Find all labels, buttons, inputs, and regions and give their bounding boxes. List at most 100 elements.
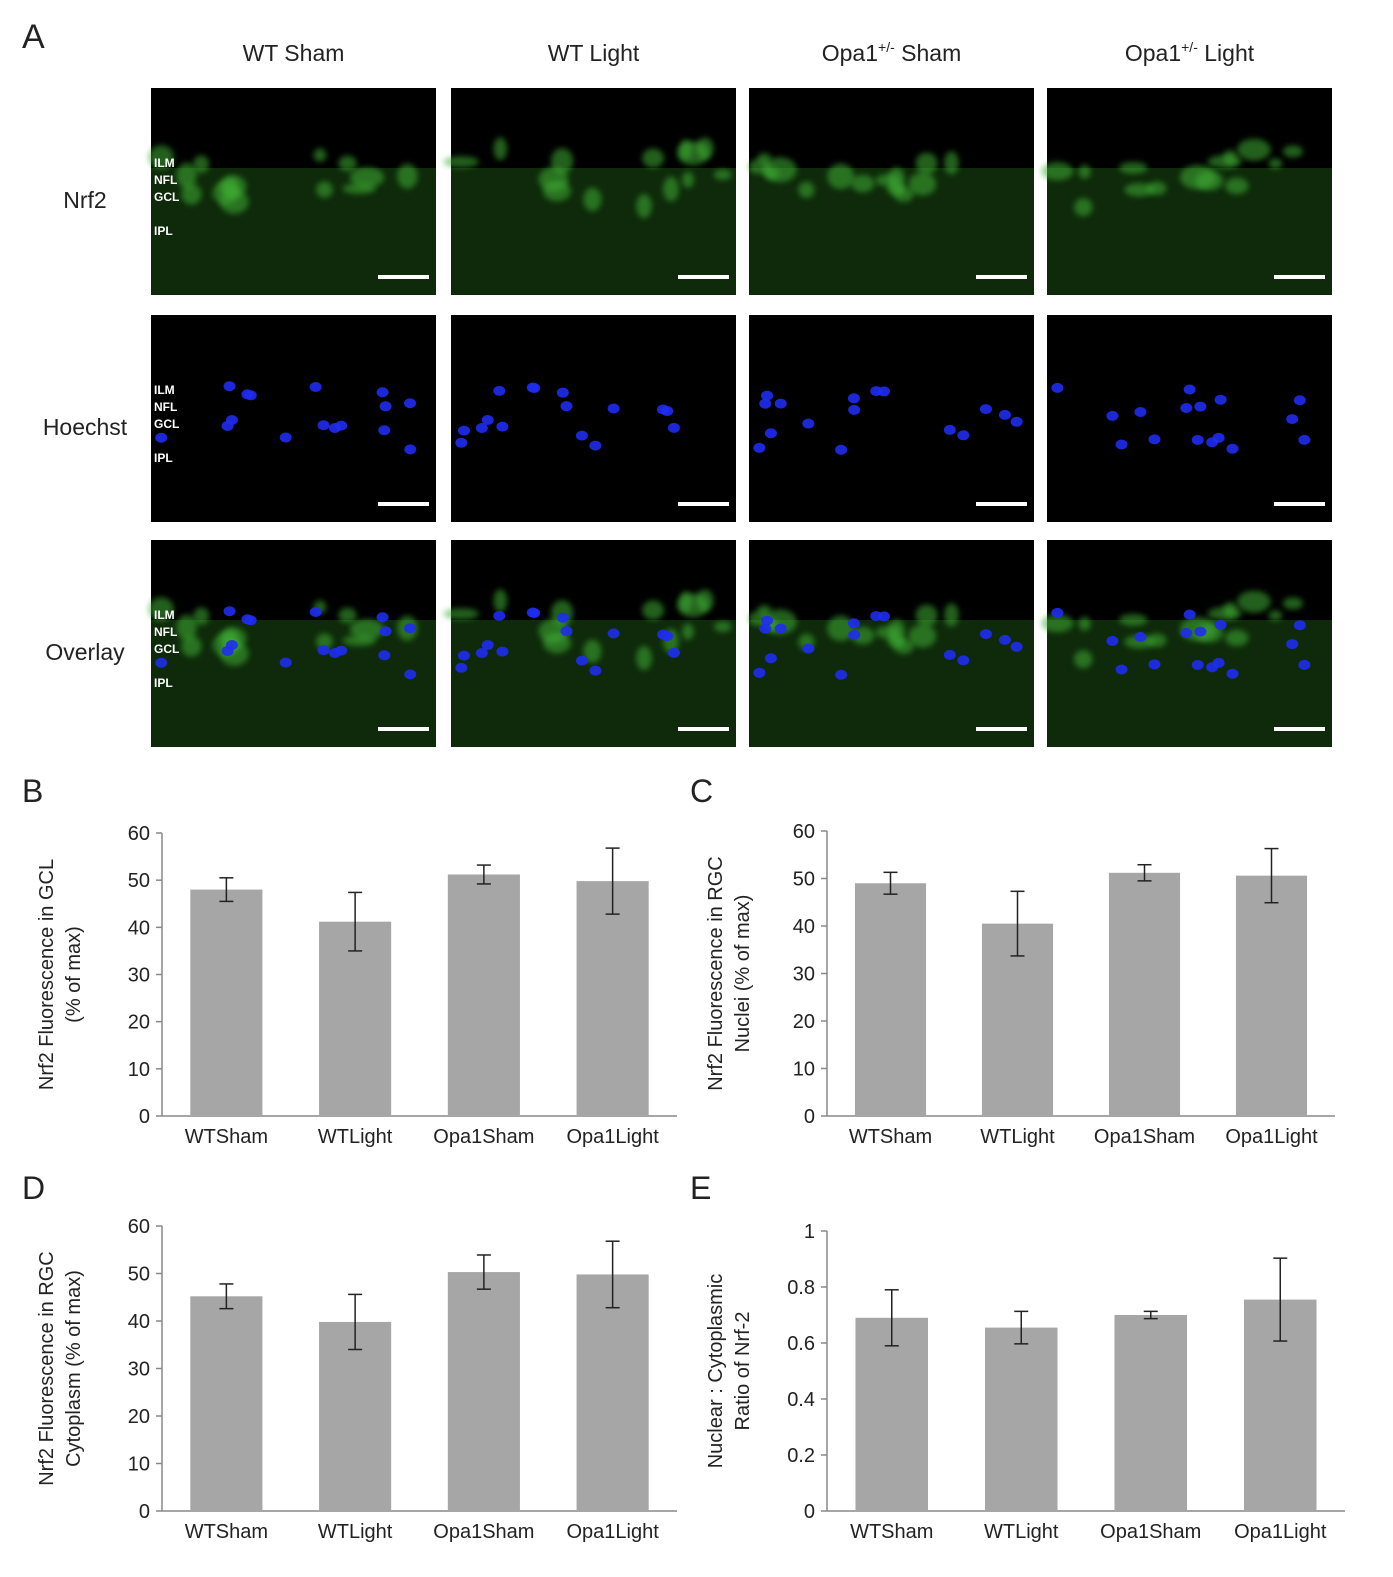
x-tick-label: Opa1Sham — [1094, 1126, 1195, 1148]
layer-label: IPL — [154, 224, 173, 238]
column-title: WT Sham — [243, 40, 345, 66]
nucleus — [943, 649, 956, 660]
nucleus — [589, 440, 602, 451]
nucleus — [455, 437, 468, 448]
error-bar — [1143, 1310, 1158, 1320]
y-tick-label: 0.2 — [787, 1445, 815, 1467]
nrf2-signal — [193, 607, 210, 625]
nucleus — [379, 401, 392, 412]
nrf2-signal — [538, 619, 569, 644]
nucleus — [1191, 434, 1204, 445]
x-tick-label: Opa1Sham — [1100, 1521, 1201, 1543]
micrograph — [1041, 88, 1332, 295]
nucleus — [223, 606, 236, 617]
y-tick-label: 50 — [128, 1264, 150, 1286]
nucleus — [1115, 664, 1128, 675]
micrograph — [748, 540, 1034, 747]
nucleus — [279, 432, 292, 443]
nucleus — [764, 653, 777, 664]
nrf2-signal — [1207, 607, 1242, 621]
nrf2-signal — [349, 619, 385, 640]
tissue-glow — [1047, 620, 1332, 747]
error-bar — [1010, 890, 1025, 957]
nucleus — [1180, 403, 1193, 414]
nrf2-signal — [1078, 616, 1091, 631]
bar — [190, 1296, 263, 1511]
nucleus — [309, 607, 322, 618]
nrf2-signal — [1225, 177, 1249, 195]
error-bar — [883, 871, 898, 895]
micrograph: ILM NFL GCL IPL — [151, 315, 436, 522]
column-title: Opa1+/- Sham — [822, 39, 961, 66]
tissue-glow — [1047, 168, 1332, 295]
nrf2-signal — [713, 621, 732, 633]
nucleus — [1106, 410, 1119, 421]
nucleus — [774, 623, 787, 634]
x-tick-label: Opa1Light — [566, 1521, 659, 1543]
x-tick-label: WTSham — [185, 1521, 268, 1543]
y-tick-label: 60 — [793, 821, 815, 843]
nucleus — [493, 385, 506, 396]
nrf2-signal — [176, 614, 197, 641]
nucleus — [835, 444, 848, 455]
y-axis-label: Cytoplasm (% of max) — [63, 1270, 85, 1467]
nucleus — [1134, 406, 1147, 417]
y-tick-label: 30 — [128, 965, 150, 987]
error-bar — [476, 1254, 491, 1290]
row-label: Overlay — [45, 639, 125, 665]
nucleus — [1183, 609, 1196, 620]
nucleus — [1226, 668, 1239, 679]
layer-label: ILM — [154, 383, 175, 397]
nrf2-signal — [316, 633, 333, 650]
nucleus — [1226, 443, 1239, 454]
nucleus — [378, 425, 391, 436]
y-axis-label: Ratio of Nrf-2 — [732, 1312, 754, 1431]
y-tick-label: 0.4 — [787, 1389, 815, 1411]
nucleus — [1214, 394, 1227, 405]
error-bar — [348, 891, 363, 952]
nrf2-signal — [944, 603, 959, 627]
panel-letter: B — [22, 773, 43, 809]
nrf2-signal — [443, 608, 480, 620]
nucleus — [575, 655, 588, 666]
layer-label: GCL — [154, 417, 179, 431]
bar — [319, 921, 392, 1116]
nrf2-signal — [1237, 138, 1271, 161]
nrf2-signal — [397, 163, 418, 189]
error-bar — [605, 1240, 620, 1309]
nucleus — [1191, 659, 1204, 670]
bar — [1108, 872, 1181, 1116]
nucleus — [802, 643, 815, 654]
column-title-text: Opa1 — [822, 40, 878, 66]
layer-label: IPL — [154, 676, 173, 690]
nucleus — [1051, 382, 1064, 393]
nucleus — [1293, 620, 1306, 631]
micrograph — [443, 540, 736, 747]
bar — [984, 1327, 1058, 1511]
y-tick-label: 40 — [128, 917, 150, 939]
nucleus — [607, 628, 620, 639]
nucleus — [560, 401, 573, 412]
nucleus — [496, 646, 509, 657]
nrf2-signal — [583, 187, 602, 212]
nucleus — [761, 390, 774, 401]
nrf2-signal — [181, 635, 202, 657]
nrf2-signal — [851, 174, 875, 193]
nrf2-signal — [1237, 590, 1271, 613]
nucleus — [1298, 434, 1311, 445]
nrf2-signal — [757, 605, 772, 616]
micrograph: ILM NFL GCL IPL — [148, 540, 436, 747]
nucleus — [848, 404, 861, 415]
nucleus — [317, 420, 330, 431]
y-tick-label: 60 — [128, 1216, 150, 1238]
nucleus — [667, 422, 680, 433]
nrf2-signal — [713, 169, 732, 181]
nucleus — [667, 647, 680, 658]
y-tick-label: 1 — [804, 1221, 815, 1243]
nrf2-signal — [313, 148, 327, 162]
y-tick-label: 50 — [128, 870, 150, 892]
nrf2-signal — [338, 155, 357, 171]
x-tick-label: WTLight — [318, 1126, 393, 1148]
bar — [447, 1272, 520, 1511]
layer-label: ILM — [154, 608, 175, 622]
